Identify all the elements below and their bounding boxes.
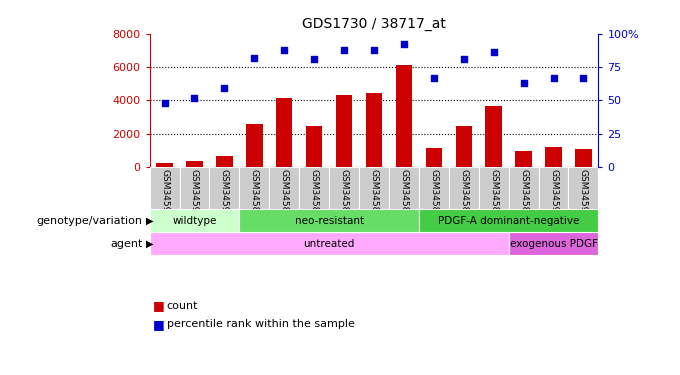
Text: GSM34580: GSM34580	[250, 169, 259, 218]
Bar	[239, 209, 419, 232]
Text: GSM34588: GSM34588	[489, 169, 498, 218]
Text: GSM34590: GSM34590	[549, 169, 558, 218]
Point	[249, 55, 260, 61]
Bar	[156, 162, 173, 167]
Bar	[150, 232, 509, 255]
Bar	[276, 98, 292, 167]
Text: GSM34591: GSM34591	[579, 169, 588, 218]
Title: GDS1730 / 38717_at: GDS1730 / 38717_at	[302, 17, 446, 32]
Point	[189, 95, 200, 101]
Bar	[359, 167, 389, 209]
Text: GSM34583: GSM34583	[339, 169, 349, 218]
Bar	[419, 209, 598, 232]
Bar	[515, 152, 532, 167]
Bar	[539, 167, 568, 209]
Text: GSM34589: GSM34589	[519, 169, 528, 218]
Point	[339, 47, 350, 53]
Text: GSM34584: GSM34584	[369, 169, 379, 218]
Text: exogenous PDGF: exogenous PDGF	[509, 238, 598, 249]
Point	[309, 56, 320, 62]
Text: GSM34592: GSM34592	[160, 169, 169, 218]
Point	[458, 56, 469, 62]
Text: wildtype: wildtype	[172, 216, 217, 226]
Bar	[396, 66, 412, 167]
Bar	[329, 167, 359, 209]
Point	[369, 47, 379, 53]
Bar	[186, 161, 203, 167]
Text: ■: ■	[153, 299, 165, 312]
Bar	[419, 167, 449, 209]
Text: ▶: ▶	[146, 216, 154, 226]
Point	[219, 86, 230, 92]
Bar	[269, 167, 299, 209]
Bar	[299, 167, 329, 209]
Text: GSM34582: GSM34582	[309, 169, 319, 218]
Bar	[216, 156, 233, 167]
Text: GSM34587: GSM34587	[459, 169, 469, 218]
Point	[428, 75, 439, 81]
Text: PDGF-A dominant-negative: PDGF-A dominant-negative	[438, 216, 579, 226]
Text: GSM34594: GSM34594	[220, 169, 229, 218]
Bar	[509, 167, 539, 209]
Bar	[426, 148, 442, 167]
Text: untreated: untreated	[303, 238, 355, 249]
Text: count: count	[167, 301, 198, 310]
Point	[548, 75, 559, 81]
Point	[518, 80, 529, 86]
Text: GSM34585: GSM34585	[399, 169, 409, 218]
Bar	[209, 167, 239, 209]
Bar	[150, 209, 239, 232]
Bar	[389, 167, 419, 209]
Text: GSM34593: GSM34593	[190, 169, 199, 218]
Bar	[366, 93, 382, 167]
Bar	[336, 94, 352, 167]
Point	[578, 75, 589, 81]
Bar	[306, 126, 322, 167]
Bar	[568, 167, 598, 209]
Bar	[486, 106, 502, 167]
Text: GSM34586: GSM34586	[429, 169, 439, 218]
Text: percentile rank within the sample: percentile rank within the sample	[167, 320, 354, 329]
Text: ▶: ▶	[146, 238, 154, 249]
Point	[398, 41, 409, 47]
Point	[279, 47, 290, 53]
Bar	[150, 167, 180, 209]
Text: neo-resistant: neo-resistant	[294, 216, 364, 226]
Point	[488, 50, 499, 55]
Bar	[449, 167, 479, 209]
Text: genotype/variation: genotype/variation	[37, 216, 143, 226]
Bar	[479, 167, 509, 209]
Bar	[239, 167, 269, 209]
Bar	[246, 124, 262, 167]
Text: agent: agent	[110, 238, 143, 249]
Bar	[180, 167, 209, 209]
Bar	[456, 126, 472, 167]
Bar	[545, 147, 562, 167]
Bar	[509, 232, 598, 255]
Text: ■: ■	[153, 318, 165, 331]
Text: GSM34581: GSM34581	[279, 169, 289, 218]
Bar	[575, 149, 592, 167]
Point	[159, 100, 170, 106]
